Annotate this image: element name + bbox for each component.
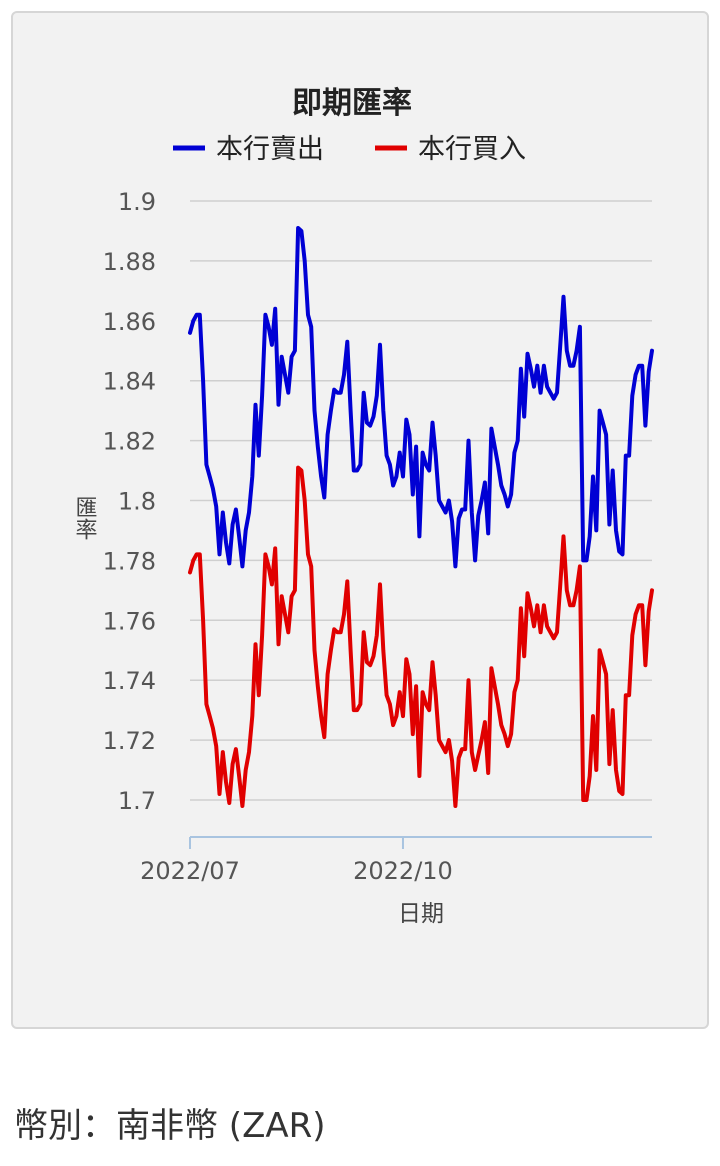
y-tick-label: 1.72 <box>103 727 156 755</box>
y-tick-label: 1.7 <box>118 787 156 815</box>
y-tick-label: 1.84 <box>103 368 156 396</box>
y-tick-label: 1.76 <box>103 607 156 635</box>
y-tick-label: 1.9 <box>118 188 156 216</box>
y-axis-ticks: 1.9 1.88 1.86 1.84 1.82 1.8 1.78 1.76 1.74 1.72 1.… <box>103 188 156 815</box>
y-tick-label: 1.8 <box>118 488 156 516</box>
y-tick-label: 1.82 <box>103 428 156 456</box>
x-tick-label: 2022/07 <box>140 857 240 885</box>
y-tick-label: 1.78 <box>103 547 156 575</box>
currency-label: 幣別：南非幣 (ZAR) <box>14 1106 326 1146</box>
y-tick-label: 1.86 <box>103 308 156 336</box>
x-axis: 2022/07 2022/10 <box>140 836 652 885</box>
legend-buy-label: 本行買入 <box>418 134 526 165</box>
chart-title: 即期匯率 <box>292 86 412 121</box>
x-axis-label: 日期 <box>398 901 444 927</box>
series-line-buy <box>188 465 654 808</box>
series-line-sell <box>188 226 654 569</box>
chart-card <box>11 11 709 1029</box>
y-tick-label: 1.88 <box>103 248 156 276</box>
y-tick-label: 1.74 <box>103 667 156 695</box>
legend: 本行賣出 本行買入 <box>173 134 526 165</box>
y-axis-label: 匯率 <box>72 496 97 540</box>
legend-sell-label: 本行賣出 <box>216 134 324 165</box>
x-tick-label: 2022/10 <box>353 857 453 885</box>
series-lines <box>188 226 654 808</box>
